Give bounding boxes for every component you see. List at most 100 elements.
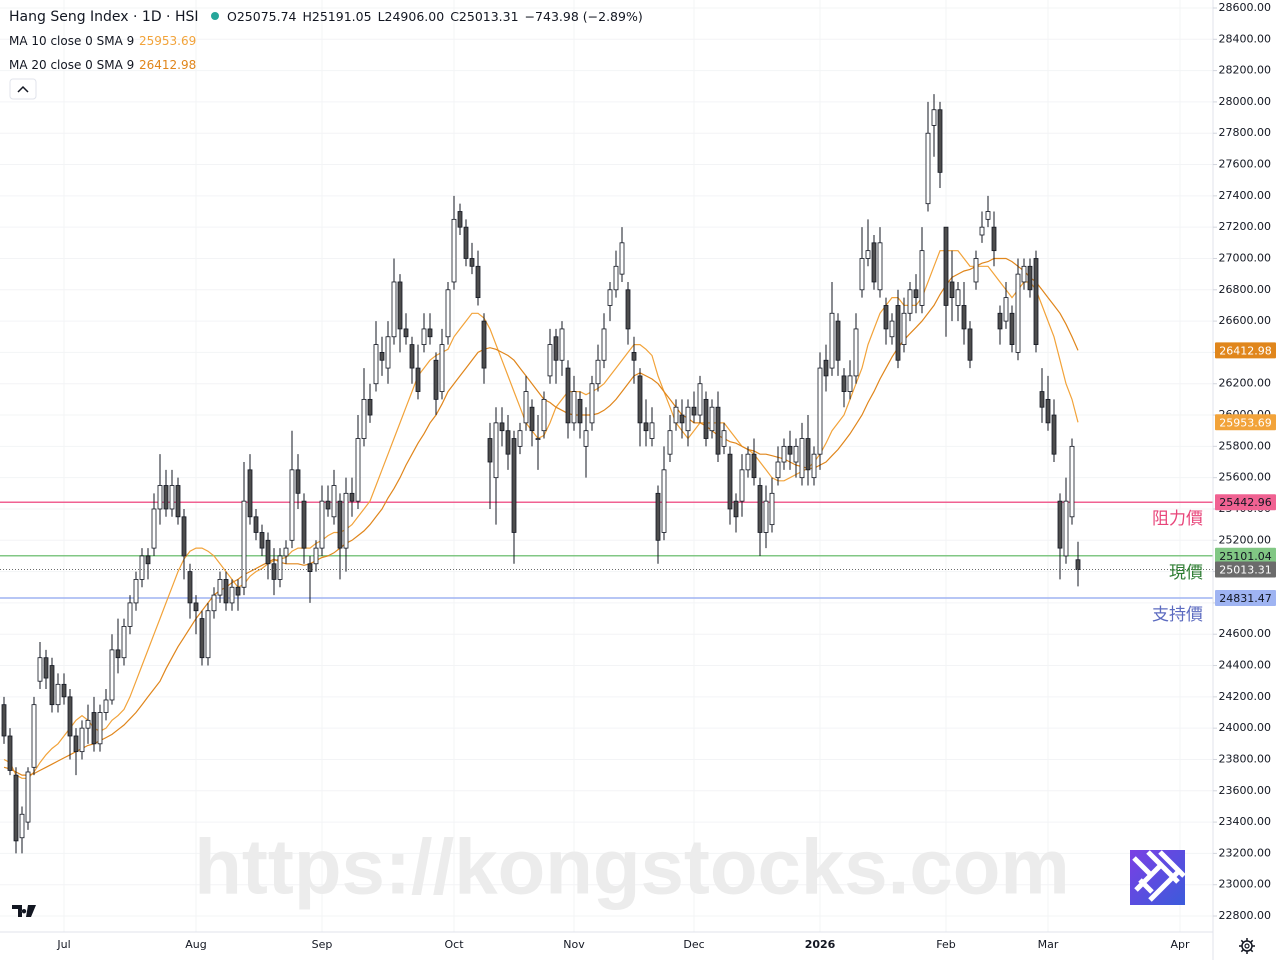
symbol-title: Hang Seng Index · 1D · HSI [9,9,199,25]
candle-body [337,500,343,549]
header: Hang Seng Index · 1D · HSI O25075.74 H251… [9,9,643,100]
ohlc-value: 25013.31 [459,9,519,24]
candle-body [919,250,925,306]
candle-body [997,312,1003,330]
candle-body [565,367,571,424]
candle-body [385,336,391,369]
candle-body [691,406,697,416]
legend-name: MA 20 close 0 SMA 9 [9,58,134,72]
candle-body [961,305,967,330]
price-tag [1215,561,1276,578]
ohlc-prefix: H [303,9,312,24]
candle-body [757,485,763,533]
candle-body [253,516,259,533]
y-tick-label: 28600.00 [1219,1,1272,14]
candle-body [1057,500,1063,549]
legend-value: 25953.69 [139,34,196,48]
candle-body [1,704,7,737]
candle-body [823,359,829,377]
candle-body [1045,398,1051,424]
level-label: 支持價 [1152,605,1203,625]
candle-body [955,289,961,306]
y-tick-label: 26200.00 [1219,377,1272,390]
y-tick-label: 23800.00 [1219,752,1272,765]
candle-body [217,579,223,596]
level-label: 阻力價 [1152,509,1203,529]
price-tag-label: 25442.96 [1219,496,1272,509]
candle-body [547,344,553,377]
candle-body [379,352,385,361]
y-tick-label: 27600.00 [1219,158,1272,171]
candle-body [439,344,445,392]
y-tick-label: 23400.00 [1219,815,1272,828]
candle-body [991,226,997,252]
y-tick-label: 24200.00 [1219,690,1272,703]
candle-body [523,391,529,424]
candle-body [853,328,859,377]
candle-body [7,735,13,771]
y-tick-label: 26800.00 [1219,283,1272,296]
candle-body [979,226,985,236]
candle-body [943,226,949,306]
y-tick-label: 26600.00 [1219,314,1272,327]
candle-body [127,602,133,627]
candle-body [1003,297,1009,322]
settings-button[interactable] [1239,938,1255,954]
candle-body [103,699,109,713]
x-tick-label: Oct [444,938,464,951]
candle-body [925,132,931,205]
y-tick-label: 23200.00 [1219,846,1272,859]
x-tick-label: Nov [563,938,585,951]
legend-entry: MA 10 close 0 SMA 9 25953.69 [9,34,196,48]
watermark: https://kongstocks.com [194,823,1069,911]
candle-body [97,712,103,745]
candle-body [1021,265,1027,283]
candle-body [307,563,313,572]
candle-body [1009,312,1015,345]
candle-body [187,571,193,604]
candle-body [121,625,127,659]
candle-body [661,469,667,533]
candle-body [223,579,229,604]
candle-body [73,735,79,753]
candle-body [685,406,691,432]
candle-body [973,258,979,283]
candle-body [775,461,781,479]
candle-body [1063,500,1069,557]
candle-body [367,398,373,416]
candle-body [289,469,295,541]
candle-body [589,383,595,424]
candle-body [769,492,775,526]
candle-body [115,649,121,659]
y-tick-label: 23000.00 [1219,878,1272,891]
candle-body [25,771,31,823]
candle-body [49,665,55,706]
collapse-legend-button[interactable] [9,78,37,100]
candle-body [37,657,43,682]
candle-body [553,336,559,361]
candle-body [697,383,703,416]
candle-body [781,445,787,463]
candle-body [1051,414,1057,455]
candle-body [709,406,715,432]
ohlc-value: 25191.05 [312,9,372,24]
price-tag-label: 26412.98 [1219,344,1272,357]
candle-body [487,438,493,463]
candle-body [283,547,289,557]
candle-body [799,438,805,479]
candle-body [841,375,847,392]
price-tags: 25953.69 26412.98 25442.96 25101.04 24831.47… [1215,342,1276,606]
candle-body [889,320,895,338]
candle-body [205,610,211,659]
candle-body [817,367,823,455]
candle-body [751,453,757,479]
x-tick-label: Feb [936,938,955,951]
tradingview-logo[interactable] [12,905,36,917]
candle-body [211,594,217,612]
candle-body [847,375,853,392]
candle-body [133,579,139,604]
candle-body [67,696,73,737]
candle-body [451,218,457,283]
candle-body [931,109,937,126]
candle-body [301,500,307,549]
